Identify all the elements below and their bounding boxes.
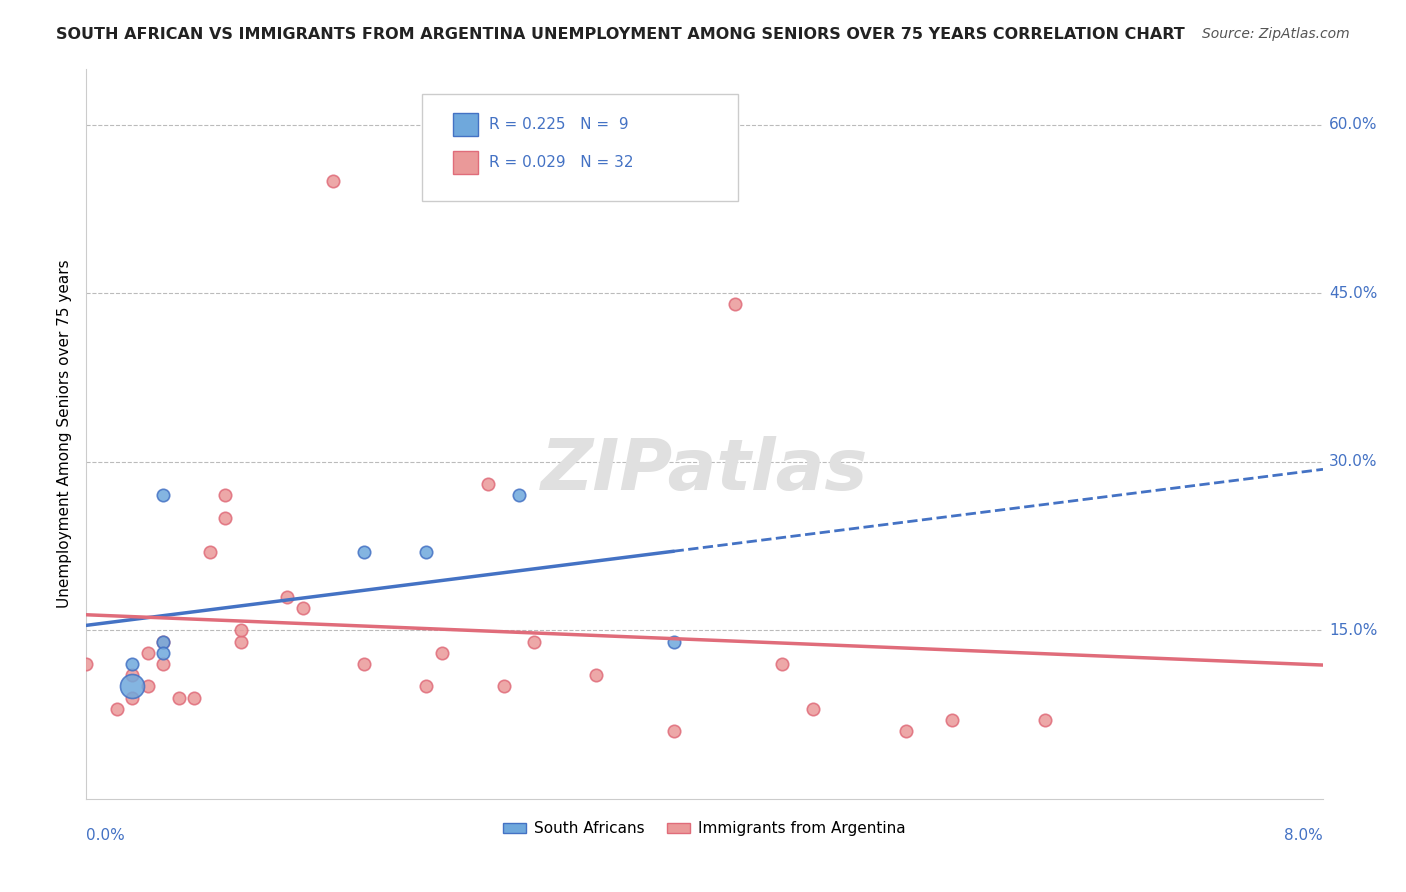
Point — [214, 488, 236, 502]
Point — [508, 488, 530, 502]
Point — [585, 668, 607, 682]
Point — [770, 657, 793, 671]
Text: ZIPatlas: ZIPatlas — [541, 435, 869, 505]
Point — [801, 702, 824, 716]
Point — [198, 544, 221, 558]
Point — [229, 624, 252, 638]
Point — [121, 690, 143, 705]
Point — [353, 544, 375, 558]
Legend: South Africans, Immigrants from Argentina: South Africans, Immigrants from Argentin… — [498, 815, 911, 842]
Point — [415, 544, 437, 558]
Text: SOUTH AFRICAN VS IMMIGRANTS FROM ARGENTINA UNEMPLOYMENT AMONG SENIORS OVER 75 YE: SOUTH AFRICAN VS IMMIGRANTS FROM ARGENTI… — [56, 27, 1185, 42]
Point — [152, 657, 174, 671]
Point — [136, 680, 159, 694]
Point — [167, 690, 190, 705]
Point — [152, 646, 174, 660]
Point — [430, 646, 453, 660]
Point — [523, 634, 546, 648]
Point — [662, 634, 685, 648]
Text: 0.0%: 0.0% — [86, 828, 125, 843]
Point — [291, 600, 314, 615]
Point — [415, 680, 437, 694]
Y-axis label: Unemployment Among Seniors over 75 years: Unemployment Among Seniors over 75 years — [58, 260, 72, 608]
Point — [136, 646, 159, 660]
Text: 60.0%: 60.0% — [1329, 117, 1378, 132]
Point — [353, 657, 375, 671]
Point — [121, 680, 143, 694]
Point — [941, 713, 963, 727]
Point — [214, 511, 236, 525]
Text: R = 0.029   N = 32: R = 0.029 N = 32 — [489, 155, 634, 169]
Point — [105, 702, 128, 716]
Text: R = 0.225   N =  9: R = 0.225 N = 9 — [489, 118, 628, 132]
Point — [229, 634, 252, 648]
Point — [894, 724, 917, 739]
Point — [662, 724, 685, 739]
Point — [75, 657, 97, 671]
Point — [152, 634, 174, 648]
Point — [121, 657, 143, 671]
Point — [322, 174, 344, 188]
Point — [152, 488, 174, 502]
Point — [121, 668, 143, 682]
Text: 15.0%: 15.0% — [1329, 623, 1378, 638]
Text: Source: ZipAtlas.com: Source: ZipAtlas.com — [1202, 27, 1350, 41]
Point — [492, 680, 515, 694]
Point — [477, 477, 499, 491]
Text: 30.0%: 30.0% — [1329, 454, 1378, 469]
Point — [183, 690, 205, 705]
Text: 8.0%: 8.0% — [1284, 828, 1323, 843]
Point — [152, 634, 174, 648]
Point — [1033, 713, 1056, 727]
Text: 45.0%: 45.0% — [1329, 285, 1378, 301]
Point — [724, 297, 747, 311]
Point — [276, 590, 298, 604]
